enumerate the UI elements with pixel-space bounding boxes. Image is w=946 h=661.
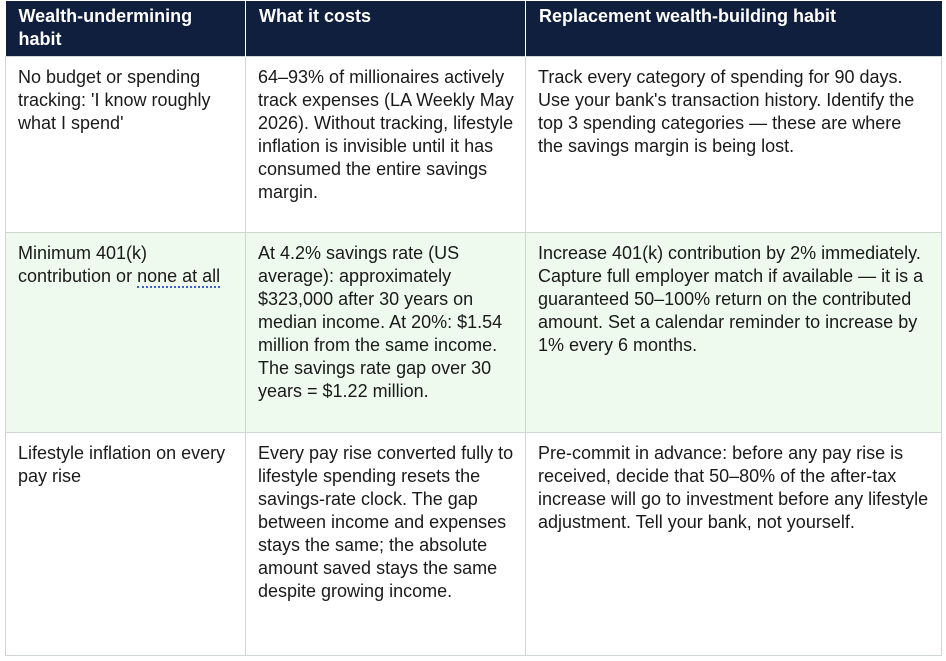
habit-cell: No budget or spending tracking: 'I know … — [5, 56, 246, 233]
table-row: No budget or spending tracking: 'I know … — [5, 56, 942, 233]
table-row: Minimum 401(k) contribution or none at a… — [5, 232, 942, 433]
cost-cell: 64–93% of millionaires actively track ex… — [245, 56, 526, 233]
habit-text: Minimum 401(k) contribution or — [18, 243, 148, 286]
header-cost: What it costs — [245, 1, 526, 57]
replacement-cell: Pre-commit in advance: before any pay ri… — [525, 432, 942, 656]
replacement-cell: Increase 401(k) contribution by 2% immed… — [525, 232, 942, 433]
header-habit: Wealth-undermining habit — [5, 1, 246, 57]
header-replacement: Replacement wealth-building habit — [525, 1, 942, 57]
glossary-link[interactable]: none at all — [137, 266, 221, 288]
habits-table: Wealth-undermining habit What it costs R… — [5, 1, 942, 656]
habit-cell: Minimum 401(k) contribution or none at a… — [5, 232, 246, 433]
cost-cell: At 4.2% savings rate (US average): appro… — [245, 232, 526, 433]
replacement-cell: Track every category of spending for 90 … — [525, 56, 942, 233]
habit-cell: Lifestyle inflation on every pay rise — [5, 432, 246, 656]
header-row: Wealth-undermining habit What it costs R… — [5, 1, 942, 57]
cost-cell: Every pay rise converted fully to lifest… — [245, 432, 526, 656]
table-row: Lifestyle inflation on every pay rise Ev… — [5, 432, 942, 656]
